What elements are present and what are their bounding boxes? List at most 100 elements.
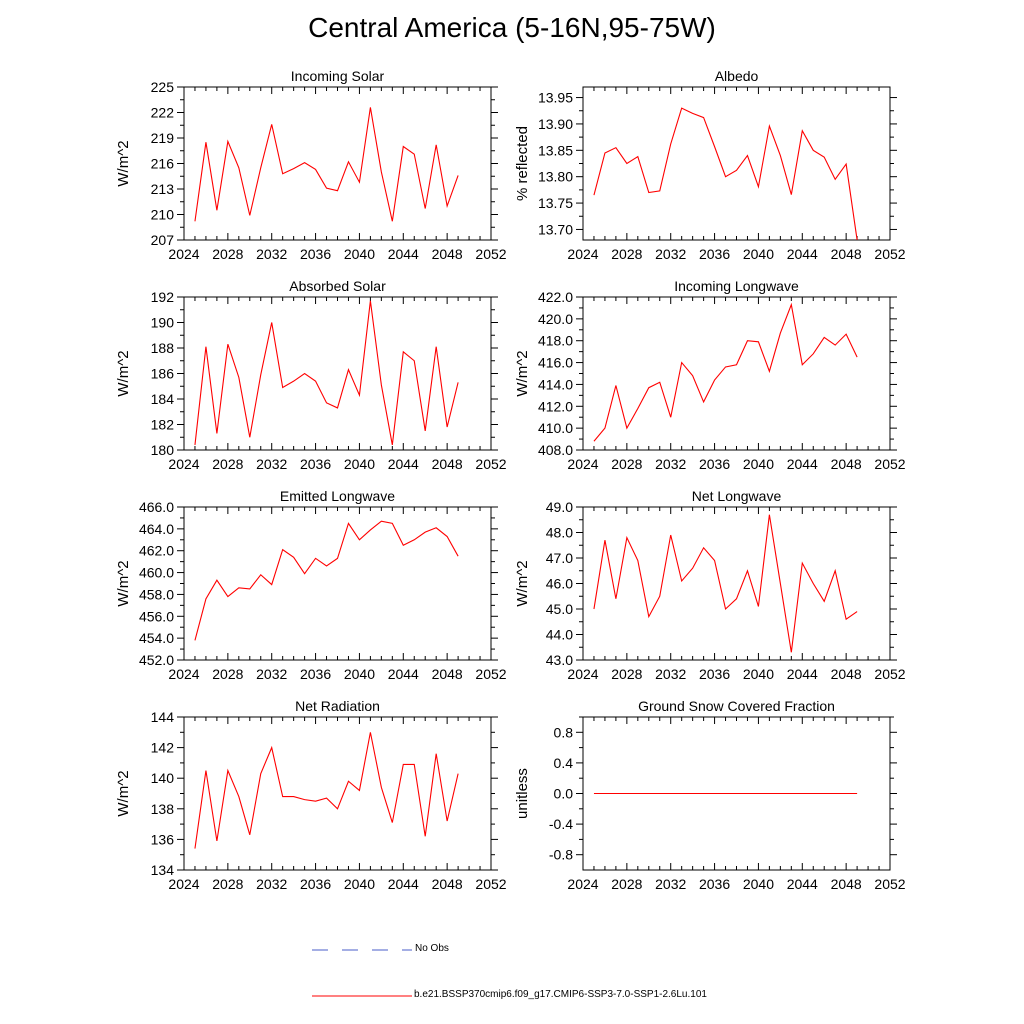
x-tick-label: 2028 — [611, 876, 642, 892]
x-tick-label: 2024 — [567, 456, 598, 472]
series-line — [593, 107, 858, 240]
y-axis-label: W/m^2 — [514, 560, 531, 606]
chart-panel-2: Albedo 2024 2028 2032 2036 2040 2044 2048 2052 13… — [514, 68, 906, 262]
x-tick-label: 2024 — [168, 876, 199, 892]
y-tick-label: 458.0 — [139, 586, 174, 602]
x-tick-label: 2032 — [655, 456, 686, 472]
y-tick-label: -0.8 — [549, 847, 573, 863]
chart-panel-7: Net Radiation 2024 2028 2032 2036 2040 2044 204… — [115, 698, 507, 892]
y-tick-label: 0.4 — [554, 755, 574, 771]
x-tick-label: 2052 — [475, 246, 506, 262]
plot-frame — [582, 506, 891, 661]
x-tick-label: 2048 — [831, 456, 862, 472]
x-tick-label: 2052 — [475, 456, 506, 472]
chart-panel-4: Incoming Longwave 2024 2028 2032 2036 2040 204… — [514, 278, 906, 472]
x-tick-label: 2044 — [388, 876, 419, 892]
y-tick-label: 13.85 — [538, 142, 573, 158]
series-line — [593, 514, 858, 653]
x-tick-label: 2052 — [874, 246, 905, 262]
plot-frame — [183, 716, 492, 871]
panel-title: Ground Snow Covered Fraction — [638, 698, 835, 714]
y-tick-label: 190 — [151, 315, 175, 331]
x-tick-label: 2032 — [256, 456, 287, 472]
y-tick-label: 13.75 — [538, 195, 573, 211]
x-tick-label: 2052 — [874, 876, 905, 892]
y-tick-label: 138 — [151, 801, 175, 817]
y-tick-label: 47.0 — [546, 550, 573, 566]
x-tick-label: 2044 — [388, 246, 419, 262]
x-tick-label: 2052 — [874, 456, 905, 472]
x-tick-label: 2024 — [567, 666, 598, 682]
series-line — [593, 302, 858, 442]
y-tick-label: 134 — [151, 862, 175, 878]
chart-panel-5: Emitted Longwave 2024 2028 2032 2036 2040 2044… — [115, 488, 507, 682]
x-tick-label: 2028 — [611, 456, 642, 472]
y-tick-label: 216 — [151, 156, 175, 172]
plot-frame — [582, 86, 891, 241]
y-tick-label: 410.0 — [538, 420, 573, 436]
x-tick-label: 2048 — [831, 666, 862, 682]
y-tick-label: 422.0 — [538, 289, 573, 305]
x-tick-label: 2028 — [212, 666, 243, 682]
panel-title: Net Radiation — [295, 698, 380, 714]
y-tick-label: 46.0 — [546, 576, 573, 592]
x-tick-label: 2040 — [743, 876, 774, 892]
y-tick-label: 192 — [151, 289, 175, 305]
x-tick-label: 2052 — [874, 666, 905, 682]
x-tick-label: 2040 — [344, 456, 375, 472]
y-tick-label: 184 — [151, 391, 175, 407]
x-tick-label: 2036 — [699, 876, 730, 892]
y-tick-label: 186 — [151, 366, 175, 382]
legend-obs-swatch — [312, 949, 412, 951]
x-tick-label: 2032 — [655, 666, 686, 682]
y-tick-label: 420.0 — [538, 311, 573, 327]
x-tick-label: 2040 — [743, 246, 774, 262]
y-tick-label: 464.0 — [139, 521, 174, 537]
x-tick-label: 2044 — [388, 456, 419, 472]
y-tick-label: 44.0 — [546, 627, 573, 643]
y-axis-label: W/m^2 — [115, 140, 132, 186]
x-tick-label: 2040 — [344, 666, 375, 682]
x-tick-label: 2036 — [300, 456, 331, 472]
x-tick-label: 2048 — [432, 456, 463, 472]
x-tick-label: 2048 — [432, 666, 463, 682]
series-line — [194, 520, 459, 641]
legend-model-swatch — [312, 995, 412, 997]
plot-frame — [582, 296, 891, 451]
y-tick-label: 142 — [151, 740, 175, 756]
chart-panel-1: Incoming Solar 2024 2028 2032 2036 2040 2044 20… — [115, 68, 507, 262]
x-tick-label: 2052 — [475, 666, 506, 682]
panel-title: Absorbed Solar — [289, 278, 386, 294]
x-tick-label: 2040 — [743, 456, 774, 472]
panel-title: Incoming Solar — [291, 68, 385, 84]
y-tick-label: 182 — [151, 417, 175, 433]
x-tick-label: 2036 — [300, 666, 331, 682]
y-tick-label: 416.0 — [538, 355, 573, 371]
y-tick-label: 43.0 — [546, 652, 573, 668]
x-tick-label: 2040 — [344, 876, 375, 892]
y-axis-label: W/m^2 — [115, 770, 132, 816]
chart-panel-8: Ground Snow Covered Fraction 2024 2028 2032… — [514, 698, 906, 892]
x-tick-label: 2024 — [168, 666, 199, 682]
legend-model: b.e21.BSSP370cmip6.f09_g17.CMIP6-SSP3-7.… — [312, 988, 732, 1004]
series-line — [194, 732, 459, 849]
x-tick-label: 2036 — [699, 666, 730, 682]
y-tick-label: 418.0 — [538, 333, 573, 349]
y-tick-label: 213 — [151, 181, 175, 197]
x-tick-label: 2036 — [300, 246, 331, 262]
y-tick-label: 452.0 — [139, 652, 174, 668]
y-axis-label: unitless — [514, 768, 531, 819]
y-axis-label: W/m^2 — [115, 350, 132, 396]
x-tick-label: 2028 — [212, 246, 243, 262]
y-tick-label: 225 — [151, 79, 175, 95]
y-tick-label: 180 — [151, 442, 175, 458]
x-tick-label: 2024 — [168, 246, 199, 262]
y-tick-label: 0.8 — [554, 724, 574, 740]
y-tick-label: 48.0 — [546, 525, 573, 541]
y-tick-label: 207 — [151, 232, 175, 248]
y-axis-label: W/m^2 — [115, 560, 132, 606]
y-tick-label: 45.0 — [546, 601, 573, 617]
page-title: Central America (5-16N,95-75W) — [308, 12, 716, 43]
legend-model-label: b.e21.BSSP370cmip6.f09_g17.CMIP6-SSP3-7.… — [414, 989, 707, 1000]
